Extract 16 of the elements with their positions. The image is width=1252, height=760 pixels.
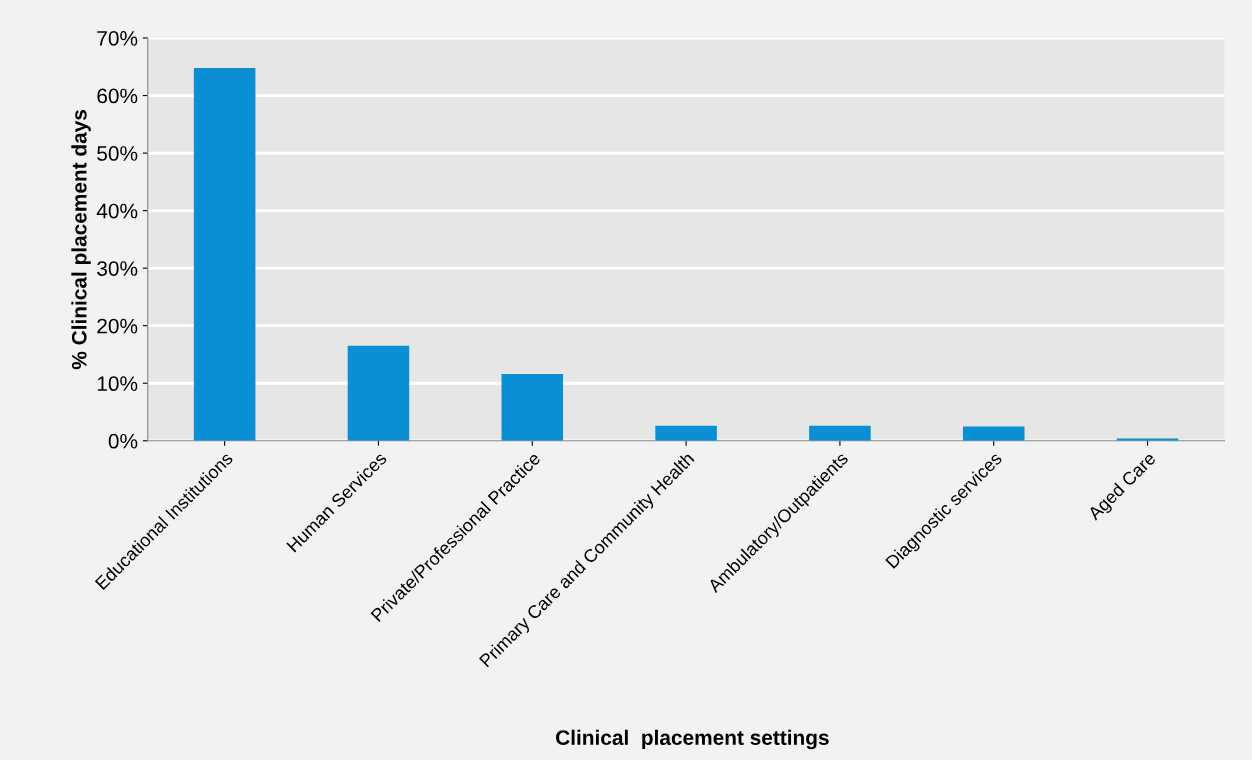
bar (347, 345, 410, 441)
bar (809, 425, 871, 441)
bar (962, 426, 1025, 441)
y-tick-label: 60% (97, 88, 138, 104)
y-tick-label: 30% (97, 261, 138, 276)
x-axis-title: Clinical placement settings (556, 729, 829, 750)
y-tick-label: 20% (97, 318, 138, 334)
bar (501, 374, 564, 441)
y-tick-label: 0% (108, 433, 138, 449)
y-axis-title: % Clinical placement days (71, 109, 91, 370)
y-tick-label: 40% (96, 203, 138, 219)
y-tick-label: 70% (97, 31, 138, 46)
y-tick-label: 10% (97, 376, 138, 392)
bar (193, 67, 256, 441)
bar (655, 425, 717, 441)
y-tick-label: 50% (97, 146, 138, 161)
